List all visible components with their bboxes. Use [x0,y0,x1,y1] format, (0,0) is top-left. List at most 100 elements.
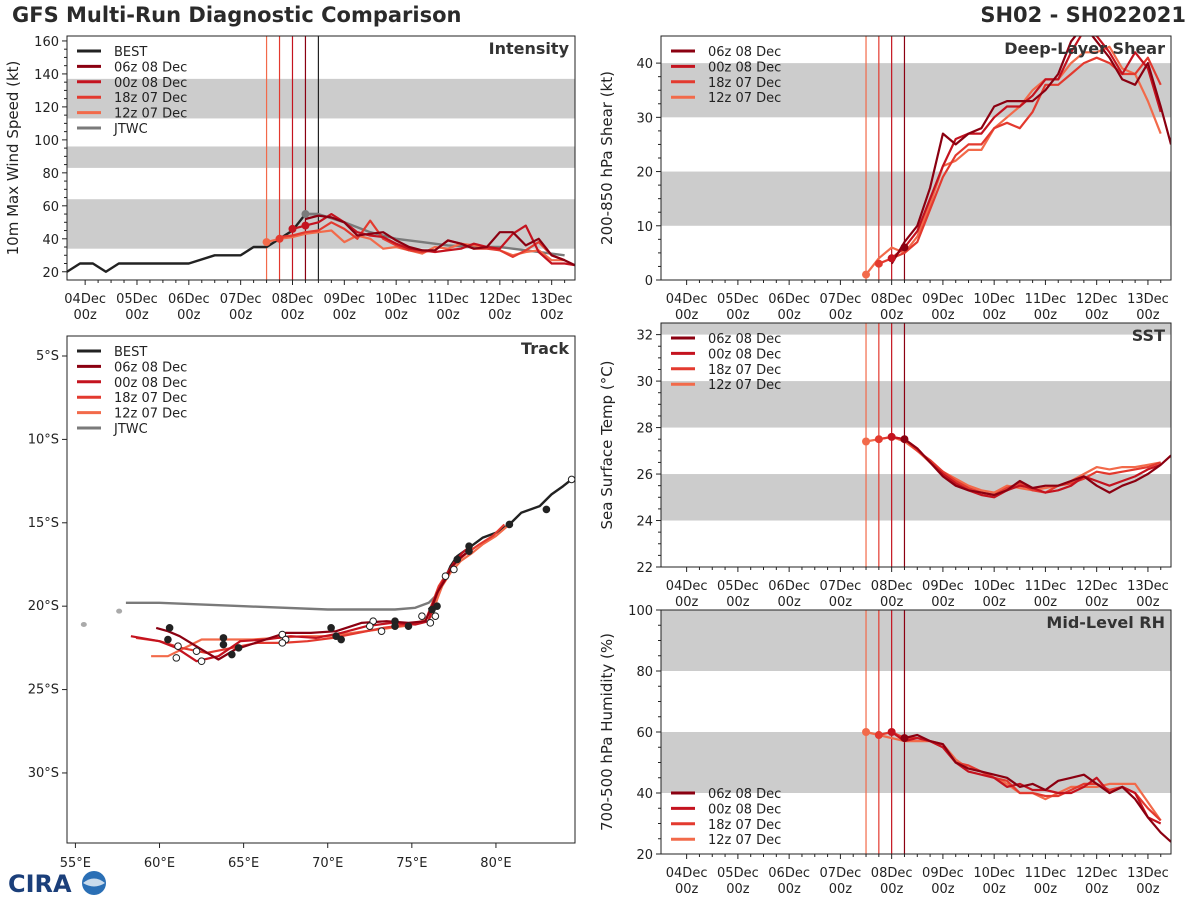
rh-xtick-label: 12Dec [1076,866,1118,881]
intensity-xtick-label: 12Dec [479,292,521,307]
track-position-marker [337,635,345,644]
sst-xtick-label: 12Dec [1076,579,1118,594]
intensity-ytick-label: 60 [42,200,59,215]
track-position-marker [453,555,462,564]
intensity-legend-label: JTWC [113,122,148,137]
rh-marker [900,734,909,743]
intensity-plot-area [67,36,575,280]
track-position-marker [441,572,450,580]
intensity-marker [262,238,271,247]
track-frame [66,335,576,844]
rh-xtick-label: 00z [982,882,1006,897]
shear-xtick-label: 05Dec [717,292,759,307]
sst-xtick-label: 07Dec [820,579,862,594]
intensity-ylabel: 10m Max Wind Speed (kt) [4,61,22,256]
shear-ytick-label: 20 [636,166,653,181]
rh-xtick-label: 00z [726,882,750,897]
shear-series-06z-08-dec [890,36,1171,265]
sst-xtick-label: 00z [726,595,750,610]
track-position-marker [426,619,435,627]
intensity-xtick-label: 00z [384,308,408,323]
track-position-marker [219,634,228,642]
intensity-ytick-label: 80 [42,167,59,182]
sst-marker [862,437,871,446]
intensity-band [67,199,575,249]
cira-logo: CIRA [8,870,106,898]
track-position-marker [377,627,386,635]
sst-xtick-label: 09Dec [922,579,964,594]
track-position-marker [172,654,181,662]
track-position-marker [505,520,514,529]
track-position-marker [465,547,473,555]
rh-ytick-label: 80 [636,665,653,680]
rh-xtick-label: 04Dec [666,866,708,881]
track-ytick-label: 25°S [28,683,59,698]
track-xtick-label: 75°E [396,856,427,871]
sst-ytick-label: 30 [636,375,653,390]
intensity-xtick-label: 00z [229,308,253,323]
rh-xtick-label: 00z [829,882,853,897]
sst-xtick-label: 05Dec [717,579,759,594]
sst-legend-label: 06z 08 Dec [708,332,781,347]
intensity-xtick-label: 00z [281,308,305,323]
rh-xtick-label: 09Dec [922,866,964,881]
intensity-xtick-label: 08Dec [272,292,314,307]
track-legend-label: 12z 07 Dec [114,407,187,422]
track-position-marker [174,642,182,651]
track-ytick-label: 5°S [36,349,59,364]
intensity-xtick-label: 00z [125,308,149,323]
track-chart: 5°S 10°S 15°S 20°S 25°S 30°S 55°E 60°E 65°E 70°E 7… [28,335,576,871]
shear-xtick-label: 11Dec [1025,292,1067,307]
intensity-xtick-label: 00z [177,308,201,323]
track-legend-label: 00z 08 Dec [114,376,187,391]
intensity-ytick-label: 40 [42,233,59,248]
shear-chart: 01020304004Dec00z05Dec00z06Dec00z07Dec00… [598,35,1172,323]
track-legend-label: JTWC [113,422,148,437]
intensity-ytick-label: 20 [42,266,59,281]
rh-xtick-label: 00z [1136,882,1160,897]
track-position-marker [428,605,436,614]
track-position-marker [164,635,172,644]
intensity-xtick-label: 00z [73,308,97,323]
sst-title: SST [1132,326,1165,345]
shear-ytick-label: 40 [636,57,653,72]
rh-ylabel: 700-500 hPa Humidity (%) [598,633,616,831]
shear-legend-label: 12z 07 Dec [708,91,781,106]
track-series-jtwc [125,595,437,611]
track-position-marker [165,624,174,632]
shear-xtick-label: 00z [931,308,955,323]
shear-xtick-label: 00z [675,308,699,323]
sst-ytick-label: 28 [636,422,653,437]
shear-legend-label: 00z 08 Dec [708,60,781,75]
intensity-band [67,78,575,119]
intensity-legend-label: 06z 08 Dec [114,60,187,75]
intensity-ytick-label: 120 [34,101,59,116]
figure-title: GFS Multi-Run Diagnostic Comparison [12,3,462,27]
track-plot-area [80,475,575,666]
intensity-xtick-label: 05Dec [116,292,158,307]
rh-marker [874,731,883,740]
sst-marker [887,432,896,441]
track-position-marker [404,622,413,630]
intensity-legend-label: BEST [114,45,147,60]
sst-xtick-label: 00z [931,595,955,610]
sst-ytick-label: 26 [636,468,653,483]
intensity-xtick-label: 00z [436,308,460,323]
sst-xtick-label: 00z [829,595,853,610]
shear-marker [862,270,871,279]
track-position-marker [391,622,399,630]
sst-xtick-label: 10Dec [973,579,1015,594]
intensity-xtick-label: 00z [333,308,357,323]
cira-logo-text: CIRA [8,870,72,898]
sst-band [661,474,1171,521]
track-position-marker [197,657,206,666]
storm-id: SH02 - SH022021 [980,3,1186,27]
sst-ytick-label: 22 [636,561,653,576]
intensity-xtick-label: 09Dec [323,292,365,307]
track-series-18z-07-dec [135,523,506,655]
rh-xtick-label: 06Dec [768,866,810,881]
rh-legend-label: 00z 08 Dec [708,802,781,817]
sst-legend-label: 00z 08 Dec [708,347,781,362]
rh-series-12z-07-dec [865,730,1162,822]
